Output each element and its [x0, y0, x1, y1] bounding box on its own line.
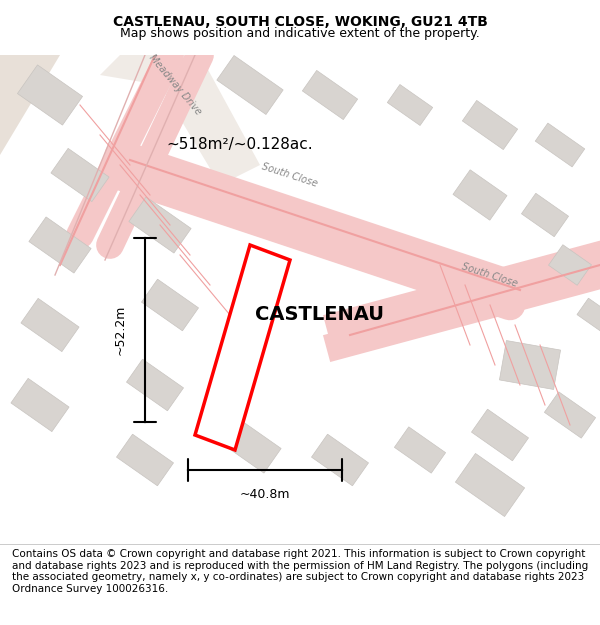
- Text: South Close: South Close: [261, 161, 319, 189]
- Polygon shape: [463, 101, 518, 149]
- Text: Contains OS data © Crown copyright and database right 2021. This information is : Contains OS data © Crown copyright and d…: [12, 549, 588, 594]
- Polygon shape: [535, 123, 585, 167]
- Polygon shape: [21, 298, 79, 352]
- Polygon shape: [388, 84, 433, 126]
- Polygon shape: [129, 197, 191, 253]
- Polygon shape: [217, 56, 283, 114]
- Text: ~40.8m: ~40.8m: [240, 488, 290, 501]
- Polygon shape: [544, 392, 596, 438]
- Text: ~518m²/~0.128ac.: ~518m²/~0.128ac.: [167, 138, 313, 152]
- Polygon shape: [453, 170, 507, 220]
- Polygon shape: [521, 193, 569, 237]
- Polygon shape: [311, 434, 368, 486]
- Text: South Close: South Close: [461, 261, 519, 289]
- Polygon shape: [11, 378, 69, 432]
- Polygon shape: [548, 245, 592, 285]
- Polygon shape: [29, 217, 91, 273]
- Text: CASTLENAU: CASTLENAU: [256, 306, 385, 324]
- Text: CASTLENAU, SOUTH CLOSE, WOKING, GU21 4TB: CASTLENAU, SOUTH CLOSE, WOKING, GU21 4TB: [113, 16, 487, 29]
- Polygon shape: [577, 298, 600, 332]
- Polygon shape: [116, 434, 173, 486]
- Polygon shape: [455, 454, 524, 516]
- Text: ~52.2m: ~52.2m: [114, 305, 127, 355]
- Text: Meadway Drive: Meadway Drive: [147, 53, 203, 117]
- Polygon shape: [499, 341, 560, 389]
- Polygon shape: [219, 417, 281, 473]
- Polygon shape: [394, 427, 446, 473]
- Polygon shape: [127, 359, 184, 411]
- Polygon shape: [195, 245, 290, 450]
- Polygon shape: [302, 71, 358, 119]
- Polygon shape: [51, 148, 109, 202]
- Polygon shape: [0, 55, 60, 155]
- Text: Map shows position and indicative extent of the property.: Map shows position and indicative extent…: [120, 27, 480, 39]
- Polygon shape: [142, 279, 199, 331]
- Polygon shape: [100, 55, 260, 185]
- Polygon shape: [472, 409, 529, 461]
- Polygon shape: [17, 65, 83, 125]
